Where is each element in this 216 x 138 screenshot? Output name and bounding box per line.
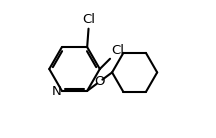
Text: N: N — [51, 85, 61, 98]
Text: Cl: Cl — [82, 13, 95, 26]
Text: O: O — [94, 75, 105, 88]
Text: Cl: Cl — [111, 44, 124, 57]
